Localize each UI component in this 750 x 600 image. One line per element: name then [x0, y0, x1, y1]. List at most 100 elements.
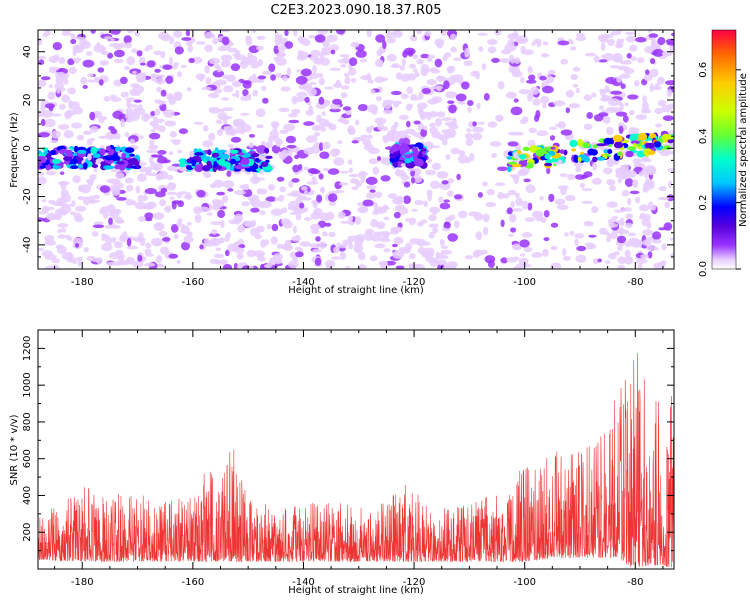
spectrogram-cell: [126, 30, 135, 34]
spectrogram-cell: [438, 196, 444, 204]
spectrogram-cell: [382, 134, 394, 142]
spectrogram-cell: [101, 242, 113, 252]
spectrogram-cell: [658, 186, 667, 192]
spectrogram-cell: [176, 259, 181, 264]
spectrogram-cell: [421, 250, 429, 257]
spectrogram-cell: [259, 263, 265, 269]
spectrogram-cell: [392, 243, 398, 248]
spectrogram-cell: [565, 89, 575, 98]
spectrogram-signal-cell: [645, 142, 655, 149]
spectrogram-cell: [94, 76, 99, 81]
spectrogram-cell: [418, 91, 424, 100]
spectrogram-cell: [494, 182, 506, 187]
spectrogram-cell: [355, 119, 360, 126]
spectrogram-cell: [226, 170, 232, 177]
spectrogram-cell: [359, 58, 368, 63]
spectrogram-signal-cell: [653, 141, 662, 148]
spectrogram-cell: [155, 77, 166, 85]
spectrogram-cell: [312, 248, 322, 253]
spectrogram-cell: [487, 39, 498, 45]
spectrogram-signal-cell: [563, 149, 568, 156]
spectrogram-cell: [574, 233, 585, 239]
spectrogram-cell: [350, 41, 360, 48]
spectrogram-cell: [274, 197, 280, 202]
spectrogram-signal-cell: [99, 148, 106, 156]
spectrogram-cell: [271, 223, 279, 232]
spectrogram-cell: [284, 239, 292, 247]
spectrogram-cell: [395, 195, 405, 204]
spectrogram-cell: [161, 237, 171, 242]
spectrogram-cell: [329, 201, 336, 206]
spectrogram-signal-cell: [525, 162, 534, 169]
spectrogram-cell: [370, 89, 376, 95]
spectrogram-cell: [280, 218, 291, 225]
spectrogram-cell: [390, 90, 402, 96]
spectrogram-cell: [123, 35, 132, 44]
spectrogram-cell: [160, 187, 168, 193]
spectrogram-cell: [477, 32, 488, 36]
spectrogram-cell: [144, 262, 156, 267]
spectrogram-cell: [563, 255, 571, 261]
spectrogram-cell: [458, 150, 466, 156]
spectrogram-cell: [572, 66, 581, 72]
spectrogram-cell: [207, 92, 220, 99]
spectrogram-cell: [371, 107, 378, 115]
spectrogram-cell: [611, 215, 619, 220]
spectrogram-cell: [440, 245, 449, 249]
spectrogram-cell: [294, 246, 302, 251]
spectrogram-cell: [202, 140, 214, 148]
spectrogram-cell: [636, 57, 645, 64]
spectrogram-cell: [471, 132, 483, 141]
spectrogram-cell: [118, 260, 130, 266]
spectrogram-cell: [70, 211, 76, 216]
spectrogram-cell: [76, 256, 83, 262]
spectrogram-cell: [307, 168, 319, 174]
spectrogram-cell: [633, 80, 640, 87]
spectrogram-cell: [222, 264, 233, 269]
spectrogram-cell: [657, 37, 666, 45]
spectrogram-cell: [348, 242, 353, 250]
spectrogram-cell: [239, 112, 250, 116]
spectrogram-cell: [457, 154, 469, 164]
spectrogram-cell: [630, 56, 637, 61]
spectrogram-cell: [550, 245, 558, 251]
spectrogram-cell: [44, 30, 51, 36]
spectrogram-cell: [74, 243, 80, 248]
spectrogram-cell: [546, 167, 551, 175]
spectrogram-cell: [105, 236, 113, 245]
spectrogram-cell: [624, 256, 634, 265]
spectrogram-cell: [454, 220, 460, 229]
spectrogram-cell: [166, 165, 178, 171]
spectrogram-cell: [227, 144, 234, 148]
spectrogram-cell: [222, 107, 234, 112]
spectrogram-cell: [204, 64, 210, 74]
spectrogram-cell: [275, 52, 287, 57]
spectrogram-cell: [482, 226, 489, 236]
spectrogram-cell: [251, 199, 263, 208]
spectrogram-cell: [445, 154, 451, 161]
spectrogram-cell: [377, 122, 384, 131]
spectrogram-cell: [625, 31, 635, 35]
spectrogram-cell: [157, 156, 168, 164]
spectrogram-cell: [581, 188, 593, 192]
spectrogram-cell: [447, 233, 459, 242]
spectrogram-cell: [409, 63, 416, 69]
spectrogram-cell: [299, 241, 311, 247]
spectrogram-cell: [68, 66, 77, 75]
spectrogram-cell: [569, 230, 575, 236]
spectrogram-cell: [557, 121, 566, 129]
spectrogram-cell: [233, 247, 245, 254]
spectrogram-cell: [439, 172, 449, 176]
spectrogram-signal-cell: [522, 159, 528, 167]
y-tick-label: 800: [22, 412, 33, 431]
spectrogram-cell: [301, 68, 312, 77]
spectrogram-cell: [491, 153, 497, 158]
spectrogram-cell: [40, 118, 46, 127]
spectrogram-cell: [160, 89, 167, 97]
spectrogram-cell: [340, 92, 348, 99]
spectrogram-cell: [370, 125, 375, 130]
spectrogram-cell: [51, 130, 61, 139]
spectrogram-cell: [380, 77, 389, 82]
spectrogram-cell: [80, 76, 88, 85]
spectrogram-cell: [521, 200, 529, 210]
